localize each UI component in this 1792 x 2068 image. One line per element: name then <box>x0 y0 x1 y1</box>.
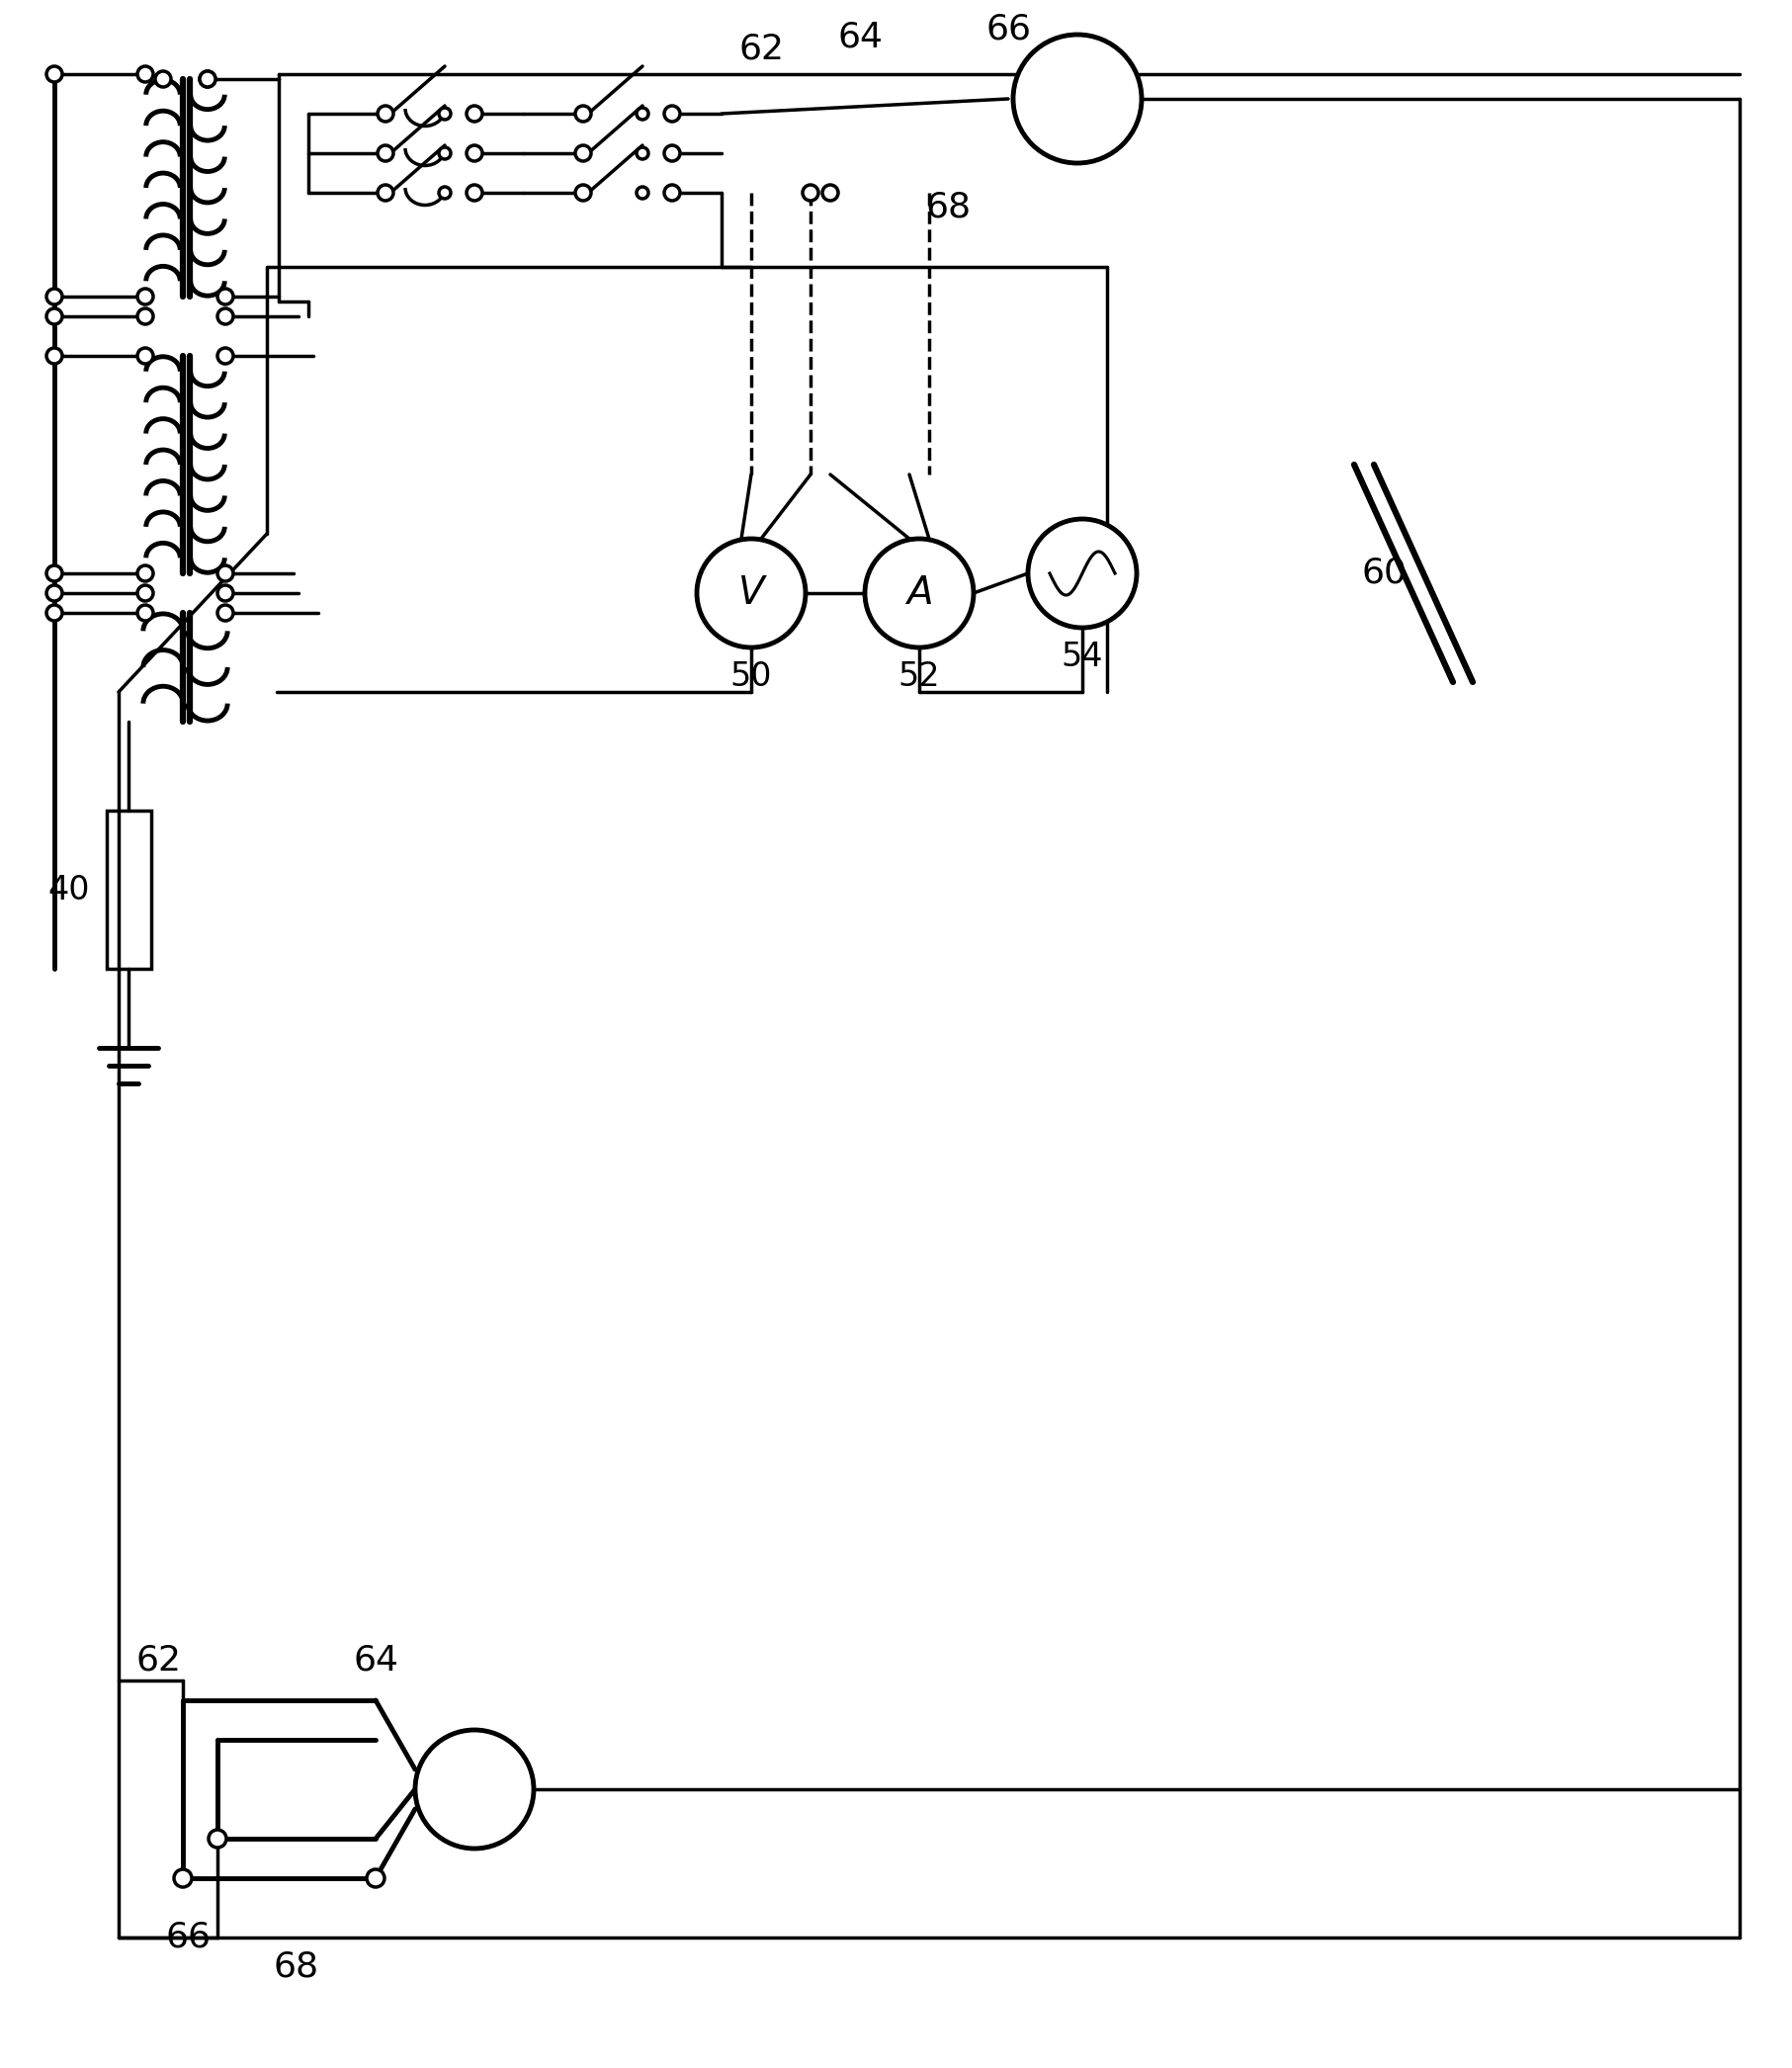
Circle shape <box>416 1731 534 1849</box>
Circle shape <box>665 145 679 161</box>
Circle shape <box>378 105 394 122</box>
Text: V: V <box>738 575 765 612</box>
Circle shape <box>575 184 591 201</box>
Circle shape <box>1029 519 1136 629</box>
Circle shape <box>47 585 63 602</box>
Circle shape <box>439 186 452 199</box>
Circle shape <box>217 347 233 364</box>
Circle shape <box>439 108 452 120</box>
Text: 68: 68 <box>926 190 971 225</box>
Circle shape <box>47 290 63 304</box>
Circle shape <box>138 565 152 581</box>
Circle shape <box>217 308 233 325</box>
Circle shape <box>636 147 649 159</box>
Circle shape <box>208 1830 226 1847</box>
Circle shape <box>1012 35 1142 163</box>
Circle shape <box>156 70 170 87</box>
Circle shape <box>665 105 679 122</box>
Circle shape <box>217 565 233 581</box>
Circle shape <box>47 308 63 325</box>
Circle shape <box>217 290 233 304</box>
Text: 68: 68 <box>274 1950 319 1983</box>
Circle shape <box>47 347 63 364</box>
Circle shape <box>439 147 452 159</box>
Circle shape <box>697 540 806 647</box>
Circle shape <box>47 565 63 581</box>
Circle shape <box>138 308 152 325</box>
Circle shape <box>665 184 679 201</box>
Text: 52: 52 <box>898 662 941 693</box>
Bar <box>108 811 151 968</box>
Text: 64: 64 <box>353 1644 398 1677</box>
Circle shape <box>138 66 152 83</box>
Text: 66: 66 <box>165 1921 210 1954</box>
Circle shape <box>378 145 394 161</box>
Circle shape <box>575 145 591 161</box>
Circle shape <box>378 184 394 201</box>
Text: A: A <box>907 575 932 612</box>
Text: 54: 54 <box>1061 641 1104 674</box>
Circle shape <box>138 606 152 620</box>
Circle shape <box>575 105 591 122</box>
Text: 50: 50 <box>729 662 772 693</box>
Circle shape <box>47 606 63 620</box>
Circle shape <box>466 145 482 161</box>
Circle shape <box>636 186 649 199</box>
Circle shape <box>217 585 233 602</box>
Circle shape <box>866 540 973 647</box>
Text: 60: 60 <box>1362 556 1407 589</box>
Circle shape <box>367 1869 385 1888</box>
Circle shape <box>199 70 215 87</box>
Circle shape <box>47 66 63 83</box>
Circle shape <box>466 105 482 122</box>
Circle shape <box>217 606 233 620</box>
Circle shape <box>138 585 152 602</box>
Text: 40: 40 <box>48 873 90 906</box>
Circle shape <box>138 290 152 304</box>
Circle shape <box>138 347 152 364</box>
Circle shape <box>174 1869 192 1888</box>
Circle shape <box>466 184 482 201</box>
Circle shape <box>803 184 819 201</box>
Text: 62: 62 <box>738 33 783 66</box>
Circle shape <box>823 184 839 201</box>
Text: 64: 64 <box>837 21 883 54</box>
Text: 62: 62 <box>136 1644 181 1677</box>
Text: 66: 66 <box>986 12 1030 45</box>
Circle shape <box>636 108 649 120</box>
Circle shape <box>199 70 215 87</box>
